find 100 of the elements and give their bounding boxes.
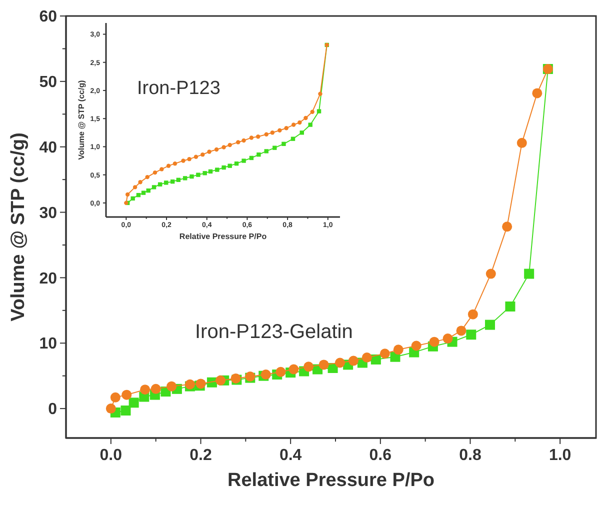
point [468, 309, 478, 320]
point [145, 174, 150, 180]
x-tick-label: 0.8 [459, 447, 482, 464]
point [272, 146, 277, 150]
x-tick-label: 0.6 [369, 447, 392, 464]
point [486, 268, 496, 279]
point [290, 136, 296, 141]
point [122, 390, 132, 400]
point [429, 336, 440, 347]
point [300, 130, 304, 135]
point [228, 164, 232, 168]
x-tick-label: 0.2 [190, 447, 212, 464]
y-tick-label: 50 [39, 74, 58, 92]
y-tick-label: 20 [39, 270, 58, 288]
point [128, 398, 139, 408]
point [276, 366, 286, 377]
point [516, 138, 527, 148]
point [222, 165, 226, 170]
point [362, 352, 372, 363]
point [222, 145, 226, 150]
point [249, 156, 254, 160]
point [256, 152, 261, 157]
point [164, 180, 168, 185]
x-tick-label: 0.4 [279, 447, 302, 464]
point [249, 136, 254, 140]
point [166, 381, 177, 392]
point [208, 169, 213, 174]
x-tick-label: 0.0 [100, 447, 122, 464]
point [282, 142, 286, 146]
point [160, 167, 164, 172]
point [138, 180, 142, 184]
point [130, 196, 135, 201]
point [284, 126, 288, 130]
point [236, 140, 240, 144]
point [172, 161, 178, 166]
point [176, 178, 181, 182]
point [216, 375, 226, 386]
point [348, 356, 358, 366]
point [120, 406, 131, 416]
point [316, 109, 322, 114]
point [132, 185, 138, 190]
point [318, 360, 329, 370]
point [152, 170, 158, 175]
point [505, 301, 516, 312]
point [150, 384, 161, 394]
point [242, 158, 246, 163]
point [140, 384, 150, 395]
point [278, 128, 282, 133]
annotation: Iron-P123-Gelatin [195, 321, 353, 343]
point [166, 164, 171, 168]
x-axis-title: Relative Pressure P/Po [228, 470, 434, 491]
point [146, 188, 150, 193]
point [466, 330, 476, 340]
y-tick-label: 30 [39, 204, 58, 222]
point [200, 152, 205, 157]
annotation: Iron-P123 [137, 78, 220, 99]
point [182, 176, 188, 180]
point [456, 326, 466, 336]
y-tick-label: 0 [48, 401, 58, 418]
point [196, 172, 200, 177]
y-tick-label: 60 [39, 8, 58, 26]
point [242, 138, 246, 143]
point [310, 110, 314, 114]
point [298, 120, 302, 125]
point [158, 182, 162, 186]
point [304, 362, 314, 372]
point [106, 404, 116, 414]
point [125, 192, 130, 197]
point [304, 116, 308, 120]
point [264, 132, 268, 136]
point [234, 161, 239, 166]
point [152, 185, 156, 190]
point [502, 222, 512, 232]
point [228, 142, 232, 148]
point [194, 154, 198, 159]
point [215, 168, 220, 172]
point [214, 147, 219, 152]
y-tick-label: 40 [39, 139, 58, 156]
point [485, 320, 495, 330]
x-tick-label: 1.0 [548, 447, 572, 464]
point [170, 179, 175, 184]
point [524, 268, 534, 279]
point [181, 158, 186, 163]
point [288, 364, 299, 374]
point [141, 190, 146, 195]
x-axis-title: Relative Pressure P/Po [179, 232, 267, 241]
y-axis-title: Volume @ STP (cc/g) [8, 132, 29, 322]
point [318, 92, 322, 96]
point [256, 134, 260, 139]
point [411, 340, 422, 351]
point [393, 344, 404, 355]
point [202, 171, 207, 176]
point [190, 174, 194, 179]
y-axis-title: Volume @ STP (cc/g) [77, 80, 86, 160]
point [532, 88, 542, 98]
point [264, 149, 268, 154]
point [292, 122, 296, 127]
point [334, 358, 345, 368]
point [207, 150, 212, 154]
point [380, 348, 390, 359]
